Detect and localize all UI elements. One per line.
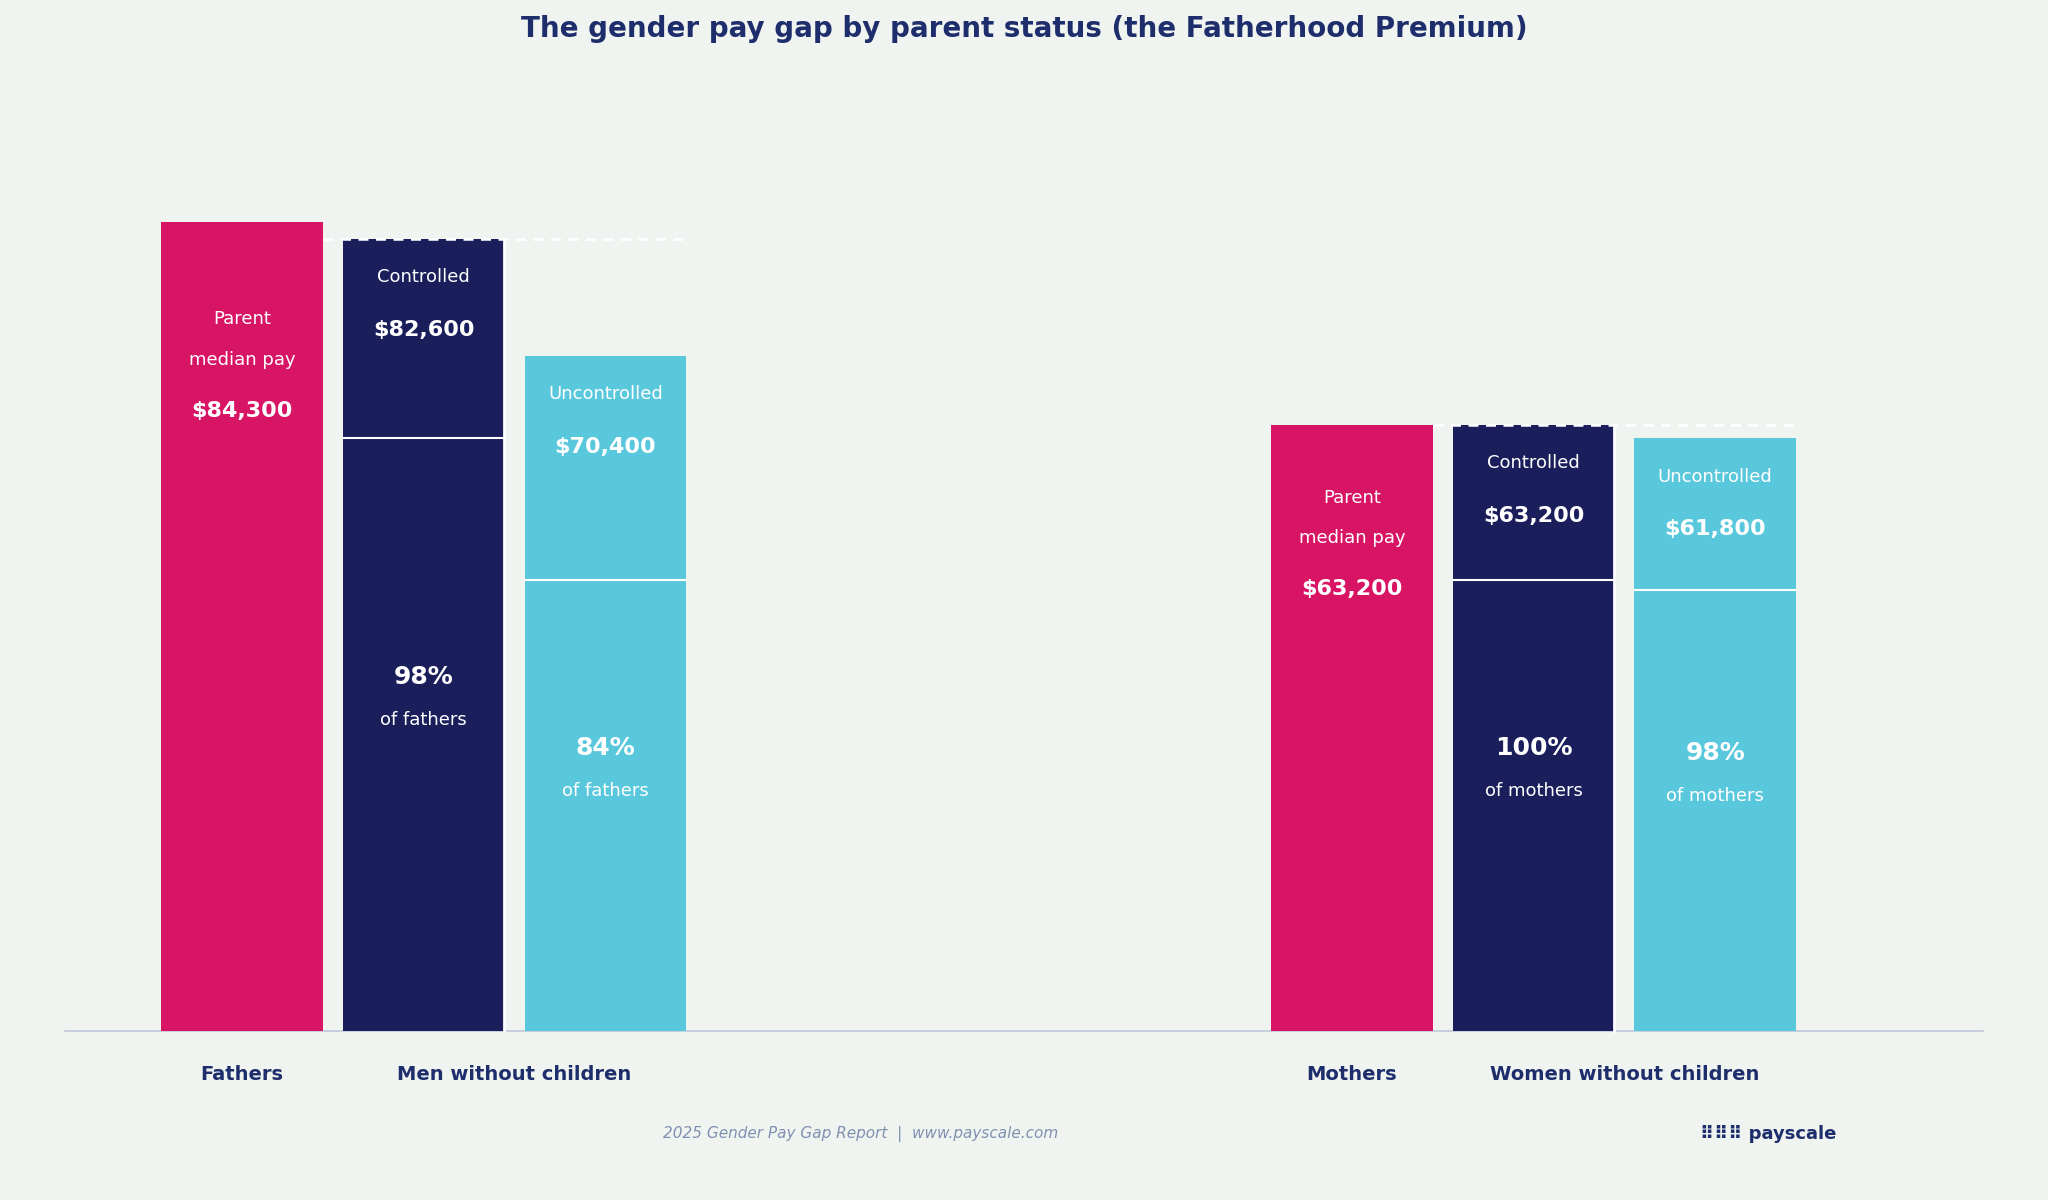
Text: Men without children: Men without children	[397, 1066, 631, 1084]
Text: 98%: 98%	[1686, 742, 1745, 766]
Text: Controlled: Controlled	[377, 268, 471, 286]
Text: of fathers: of fathers	[381, 712, 467, 730]
Bar	[342, 239, 504, 1032]
Text: Parent: Parent	[213, 311, 270, 329]
Text: median pay: median pay	[1298, 529, 1405, 547]
Title: The gender pay gap by parent status (the Fatherhood Premium): The gender pay gap by parent status (the…	[520, 14, 1528, 43]
Text: of mothers: of mothers	[1485, 782, 1583, 800]
Text: Controlled: Controlled	[1487, 455, 1579, 473]
Text: $84,300: $84,300	[190, 401, 293, 421]
Text: 98%: 98%	[393, 665, 453, 689]
Text: $82,600: $82,600	[373, 320, 475, 340]
Bar	[1634, 438, 1796, 1032]
Text: $63,200: $63,200	[1483, 506, 1585, 526]
Text: $61,800: $61,800	[1665, 520, 1765, 540]
Text: $70,400: $70,400	[555, 437, 655, 457]
Bar	[1272, 425, 1434, 1032]
Bar	[524, 355, 686, 1032]
Text: 100%: 100%	[1495, 737, 1573, 761]
Text: Mothers: Mothers	[1307, 1066, 1397, 1084]
Text: $63,200: $63,200	[1300, 578, 1403, 599]
Bar	[162, 222, 324, 1032]
Text: ⠿⠿⠿ payscale: ⠿⠿⠿ payscale	[1700, 1126, 1837, 1142]
Text: of mothers: of mothers	[1667, 787, 1763, 805]
Text: 2025 Gender Pay Gap Report  |  www.payscale.com: 2025 Gender Pay Gap Report | www.payscal…	[664, 1126, 1057, 1142]
Text: Women without children: Women without children	[1489, 1066, 1759, 1084]
Bar	[1452, 425, 1614, 1032]
Text: Uncontrolled: Uncontrolled	[1657, 468, 1772, 486]
Text: Uncontrolled: Uncontrolled	[549, 385, 664, 403]
Text: 84%: 84%	[575, 737, 635, 761]
Text: of fathers: of fathers	[561, 782, 649, 800]
Text: median pay: median pay	[188, 350, 295, 368]
Text: Parent: Parent	[1323, 488, 1380, 506]
Text: Fathers: Fathers	[201, 1066, 283, 1084]
